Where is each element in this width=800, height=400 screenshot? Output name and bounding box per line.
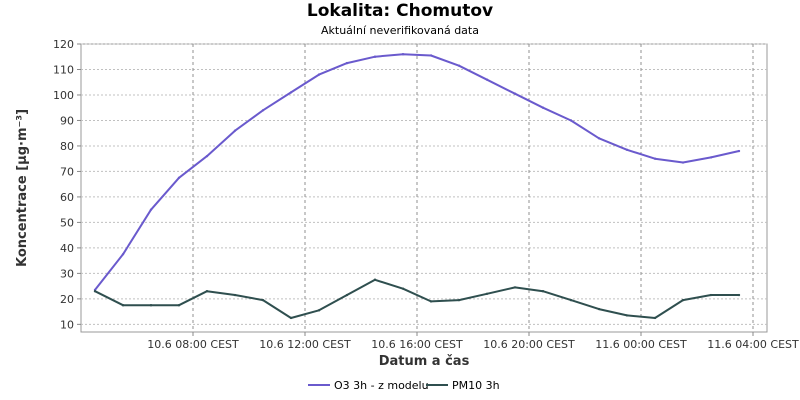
data-point [261, 109, 265, 112]
data-point [401, 52, 405, 56]
data-point [541, 290, 545, 293]
y-tick-label: 120 [53, 38, 74, 51]
data-point [737, 149, 741, 153]
data-point [317, 73, 321, 76]
data-point [429, 300, 433, 303]
data-point [345, 61, 349, 65]
data-point [177, 304, 181, 307]
data-point [121, 304, 125, 307]
data-point [653, 157, 657, 160]
data-point [513, 286, 517, 289]
data-point [233, 293, 237, 297]
y-tick-label: 110 [53, 63, 74, 76]
data-point [457, 298, 461, 302]
data-point [485, 78, 489, 81]
data-point [233, 129, 237, 132]
data-point [737, 293, 741, 297]
data-point [541, 106, 545, 109]
x-tick-label: 11.6 04:00 CEST [707, 338, 799, 351]
data-point [597, 137, 601, 140]
chart-title: Lokalita: Chomutov [306, 1, 494, 21]
legend-label: O3 3h - z modelu [334, 379, 429, 392]
data-point [289, 316, 293, 320]
y-tick-label: 40 [60, 242, 74, 255]
legend-item: O3 3h - z modelu [308, 379, 429, 392]
y-tick-label: 60 [60, 191, 74, 204]
data-point [485, 292, 489, 295]
data-point [205, 290, 209, 293]
data-point [597, 307, 601, 311]
x-tick-label: 10.6 12:00 CEST [259, 338, 351, 351]
data-point [709, 293, 713, 297]
data-point [457, 64, 461, 67]
y-tick-label: 90 [60, 114, 74, 127]
y-tick-label: 70 [60, 165, 74, 178]
y-tick-label: 80 [60, 140, 74, 153]
legend-label: PM10 3h [452, 379, 500, 392]
data-point [625, 148, 629, 151]
data-point [373, 278, 377, 281]
plot-area [80, 43, 768, 333]
data-point [149, 208, 153, 211]
data-point [569, 298, 573, 302]
data-point [177, 176, 181, 180]
data-point [93, 290, 97, 293]
data-point [681, 298, 685, 302]
series-line-pm10 [94, 278, 739, 319]
data-point [709, 156, 713, 159]
data-point [121, 253, 125, 256]
y-tick-label: 10 [60, 318, 74, 331]
data-point [429, 54, 433, 57]
series-line-o3 [94, 53, 740, 291]
legend-item: PM10 3h [426, 379, 500, 392]
grid-lines [77, 43, 767, 336]
data-point [625, 314, 629, 317]
data-point [681, 161, 685, 164]
x-tick-labels: 10.6 08:00 CEST 10.6 12:00 CEST 10.6 16:00… [147, 338, 799, 351]
x-tick-label: 10.6 16:00 CEST [371, 338, 463, 351]
series-lines [93, 52, 741, 320]
y-tick-label: 30 [60, 267, 74, 280]
data-point [401, 287, 405, 290]
x-tick-label: 10.6 08:00 CEST [147, 338, 239, 351]
y-tick-labels: 10 20 30 40 50 60 70 80 90 100 110 120 [53, 38, 74, 331]
x-tick-label: 10.6 20:00 CEST [483, 338, 575, 351]
x-tick-label: 11.6 00:00 CEST [595, 338, 687, 351]
y-axis-label: Koncentrace [µg·m⁻³] [15, 109, 30, 267]
data-point [205, 154, 209, 158]
data-point [261, 298, 265, 302]
data-point [373, 55, 377, 58]
chart-subtitle: Aktuální neverifikovaná data [321, 24, 479, 37]
y-tick-label: 50 [60, 216, 74, 229]
data-point [513, 92, 517, 95]
data-point [149, 304, 153, 307]
y-tick-label: 20 [60, 293, 74, 306]
x-axis-label: Datum a čas [379, 354, 470, 369]
data-point [653, 316, 657, 320]
y-tick-label: 100 [53, 89, 74, 102]
data-point [317, 309, 321, 312]
data-point [345, 293, 349, 297]
data-point [289, 91, 293, 94]
data-point [569, 119, 573, 122]
legend: O3 3h - z modelu PM10 3h [308, 379, 500, 392]
